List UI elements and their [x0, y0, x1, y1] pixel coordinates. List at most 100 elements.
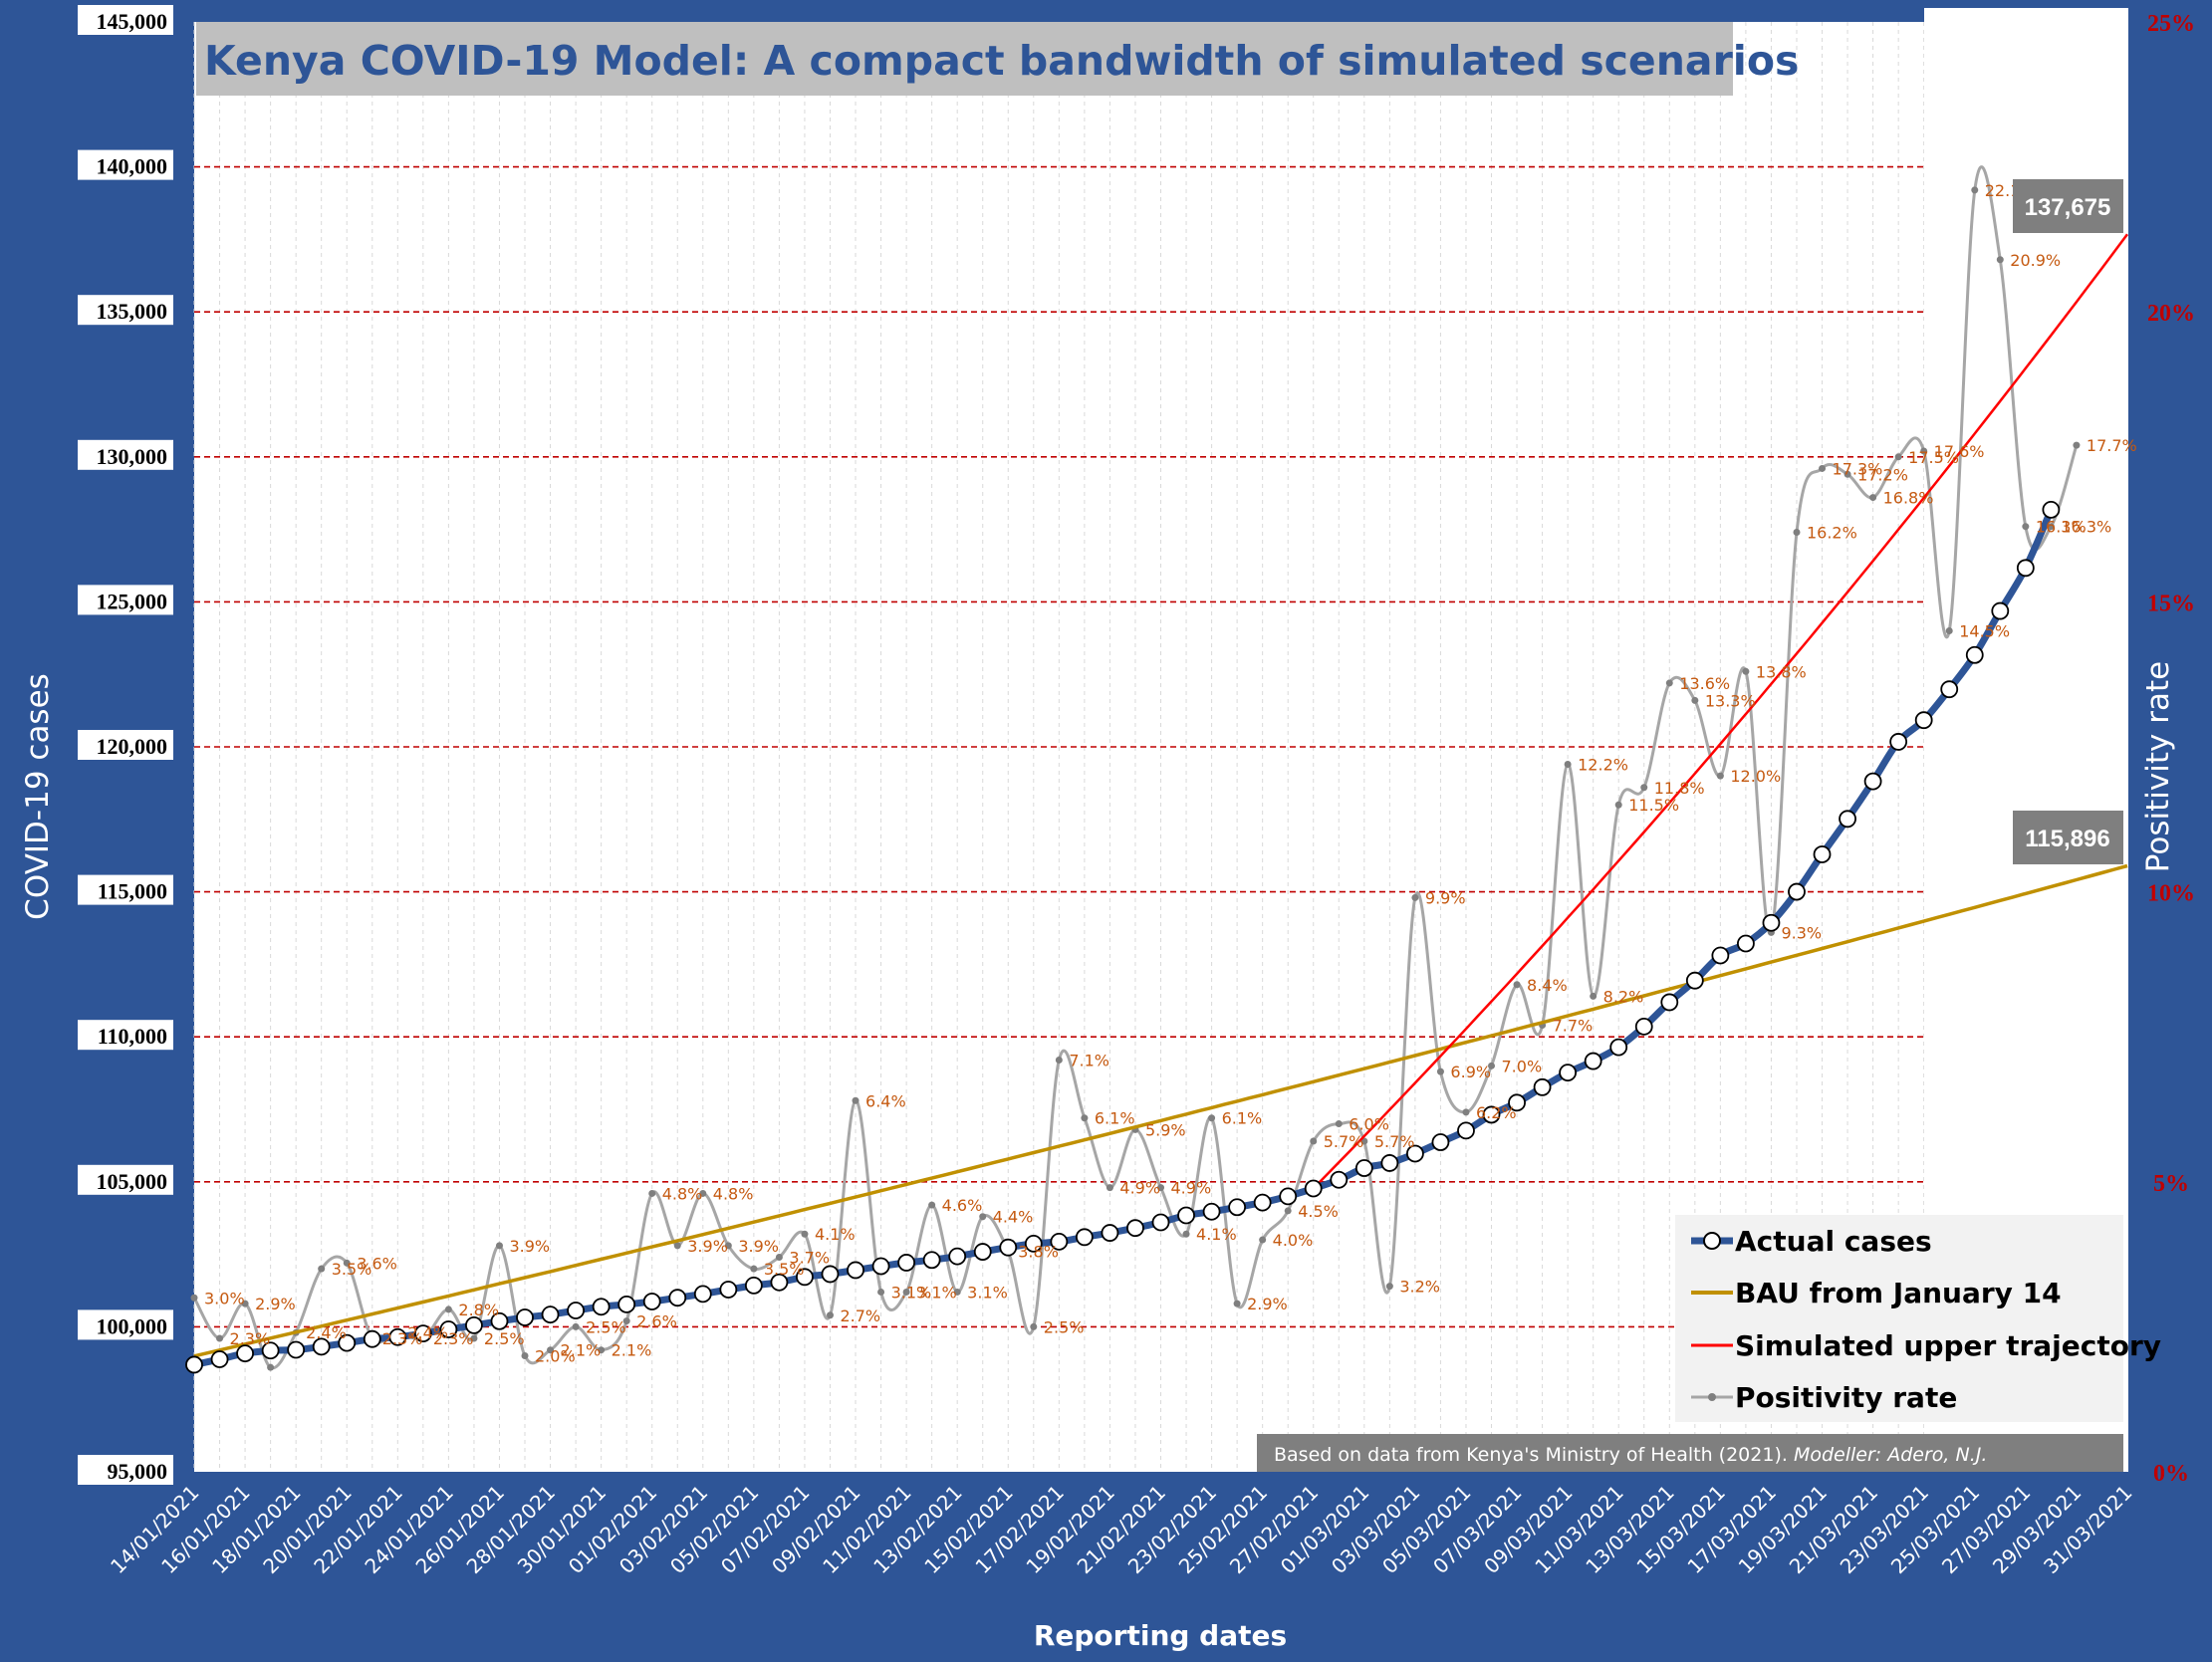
- positivity-data-label: 6.9%: [1450, 1063, 1491, 1081]
- positivity-point: [852, 1096, 860, 1104]
- positivity-point: [1233, 1300, 1241, 1307]
- y-tick: 130,000: [78, 439, 173, 470]
- positivity-point: [2022, 523, 2030, 531]
- positivity-point: [1843, 470, 1851, 478]
- positivity-data-label: 13.3%: [1705, 691, 1756, 710]
- actual-cases-point: [1228, 1198, 1247, 1217]
- y2-axis-title: Positivity rate: [2140, 661, 2176, 872]
- y-tick-label: 145,000: [97, 9, 168, 34]
- positivity-data-label: 5.7%: [1324, 1132, 1364, 1151]
- positivity-point: [622, 1317, 630, 1325]
- actual-cases-point: [1584, 1052, 1602, 1070]
- actual-cases-point: [871, 1257, 890, 1276]
- actual-cases-point: [796, 1268, 814, 1287]
- actual-cases-point: [1813, 845, 1832, 863]
- positivity-point: [826, 1311, 834, 1319]
- positivity-point: [1920, 447, 1928, 455]
- positivity-data-label: 3.9%: [738, 1237, 779, 1256]
- positivity-data-label: 11.5%: [1628, 796, 1679, 815]
- actual-cases-point: [1457, 1121, 1475, 1140]
- positivity-data-label: 2.9%: [255, 1295, 296, 1313]
- positivity-point: [318, 1265, 326, 1273]
- positivity-data-label: 9.9%: [1425, 888, 1466, 907]
- positivity-data-label: 7.0%: [1502, 1057, 1543, 1075]
- y-tick-label: 140,000: [97, 154, 168, 179]
- positivity-data-label: 20.9%: [2010, 251, 2061, 270]
- positivity-data-label: 5.9%: [1145, 1120, 1186, 1139]
- actual-cases-point: [1024, 1234, 1043, 1253]
- right-axis-labels: 0% 5% 10% 15% 20% 25%: [2147, 11, 2195, 1487]
- positivity-data-label: 11.8%: [1654, 779, 1705, 798]
- y-tick-box: [78, 585, 173, 615]
- actual-cases-point: [1075, 1228, 1094, 1247]
- positivity-data-label: 2.8%: [458, 1301, 499, 1319]
- positivity-data-label: 12.0%: [1730, 767, 1781, 786]
- positivity-point: [1030, 1322, 1038, 1330]
- positivity-point: [1385, 1283, 1393, 1291]
- positivity-data-label: 4.8%: [662, 1184, 703, 1203]
- positivity-data-label: 2.5%: [1044, 1317, 1085, 1336]
- y-tick-box: [78, 295, 173, 326]
- actual-cases-point: [541, 1306, 560, 1324]
- positivity-point: [444, 1306, 452, 1313]
- actual-cases-point: [1609, 1038, 1628, 1057]
- actual-cases-point: [261, 1341, 280, 1360]
- positivity-point: [648, 1189, 656, 1197]
- x-axis-title: Reporting dates: [1034, 1619, 1287, 1652]
- positivity-point: [673, 1242, 681, 1250]
- positivity-data-label: 4.5%: [1298, 1202, 1339, 1221]
- positivity-data-label: 13.8%: [1756, 662, 1807, 681]
- positivity-point: [1081, 1114, 1089, 1122]
- legend-marker-positivity: [1708, 1393, 1716, 1401]
- positivity-data-label: 4.4%: [993, 1208, 1034, 1227]
- positivity-data-label: 7.1%: [1069, 1051, 1109, 1069]
- actual-cases-point: [922, 1251, 941, 1270]
- title-box: [196, 22, 1733, 96]
- actual-cases-point: [338, 1333, 357, 1352]
- positivity-data-label: 2.3%: [433, 1329, 474, 1348]
- positivity-point: [1310, 1137, 1318, 1145]
- positivity-point: [1284, 1207, 1292, 1215]
- positivity-data-label: 3.7%: [789, 1249, 830, 1268]
- y-tick-label: 125,000: [97, 589, 168, 613]
- series-layer: [185, 165, 2129, 1374]
- positivity-point: [1208, 1114, 1216, 1122]
- actual-cases-point: [770, 1273, 789, 1292]
- y-tick: 135,000: [78, 295, 173, 326]
- positivity-point: [190, 1294, 198, 1302]
- actual-cases-point: [973, 1243, 992, 1261]
- positivity-point: [1716, 772, 1724, 780]
- actual-cases-point: [567, 1302, 585, 1319]
- positivity-point: [1996, 256, 2004, 264]
- actual-cases-point: [1991, 601, 2010, 620]
- positivity-point: [750, 1265, 758, 1273]
- actual-cases-point: [1151, 1213, 1170, 1232]
- left-axis-labels: 95,000 100,000 105,000 110,000 115,000 120,00…: [78, 5, 173, 1485]
- positivity-data-label: 2.7%: [840, 1306, 880, 1325]
- positivity-point: [267, 1363, 275, 1371]
- y-tick: 115,000: [78, 874, 173, 905]
- positivity-point: [547, 1346, 555, 1354]
- source-note: Based on data from Kenya's Ministry of H…: [1257, 1434, 2123, 1472]
- actual-cases-point: [1101, 1224, 1119, 1242]
- source-note-text: Based on data from Kenya's Ministry of H…: [1274, 1444, 1987, 1466]
- positivity-point: [1259, 1236, 1267, 1244]
- legend: Actual cases BAU from January 14 Simulat…: [1675, 1215, 2161, 1422]
- positivity-point: [2047, 523, 2055, 531]
- positivity-point: [1614, 801, 1622, 809]
- actual-cases-point: [999, 1238, 1018, 1257]
- positivity-data-label: 2.3%: [382, 1329, 423, 1348]
- actual-cases-point: [617, 1295, 636, 1313]
- actual-cases-point: [1330, 1170, 1349, 1189]
- positivity-data-label: 2.5%: [586, 1317, 626, 1336]
- positivity-data-label: 3.5%: [332, 1260, 372, 1279]
- positivity-point: [1742, 667, 1750, 675]
- positivity-data-label: 6.4%: [865, 1091, 906, 1110]
- positivity-data-label: 3.6%: [357, 1254, 397, 1273]
- positivity-data-label: 4.0%: [1273, 1231, 1314, 1250]
- actual-cases-point: [642, 1293, 661, 1310]
- legend-item-bau: BAU from January 14: [1691, 1277, 2062, 1309]
- positivity-data-label: 2.1%: [561, 1341, 602, 1360]
- legend-item-upper: Simulated upper trajectory: [1691, 1329, 2161, 1362]
- actual-cases-point: [1431, 1133, 1450, 1151]
